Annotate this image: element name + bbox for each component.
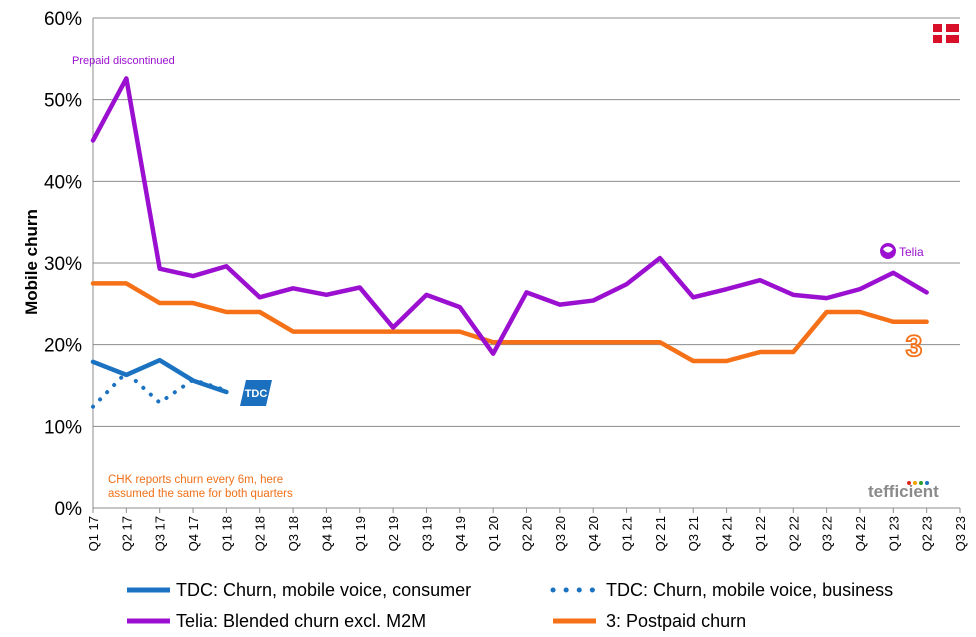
x-tick-label: Q4 18 — [319, 516, 334, 551]
legend-label-three: 3: Postpaid churn — [606, 611, 746, 631]
tefficient-logo: tefficient — [868, 481, 939, 501]
x-tick-label: Q4 21 — [720, 516, 735, 551]
x-tick-label: Q1 23 — [886, 516, 901, 551]
telia-logo: Telia — [880, 243, 924, 259]
x-tick-label: Q2 18 — [253, 516, 268, 551]
gridlines — [92, 17, 960, 509]
legend-label-tdc-consumer: TDC: Churn, mobile voice, consumer — [176, 580, 471, 600]
tdc-logo: TDC — [240, 380, 272, 406]
legend-item-three: 3: Postpaid churn — [553, 611, 746, 631]
y-tick-label: 10% — [44, 417, 82, 438]
legend-item-tdc-business: TDC: Churn, mobile voice, business — [550, 580, 893, 600]
legend-item-tdc-consumer: TDC: Churn, mobile voice, consumer — [127, 580, 471, 600]
x-tick-label: Q4 20 — [586, 516, 601, 551]
danish-flag-icon — [933, 24, 959, 43]
x-tick-label: Q1 22 — [753, 516, 768, 551]
x-tick-label: Q2 22 — [786, 516, 801, 551]
x-tick-label: Q3 22 — [820, 516, 835, 551]
x-tick-label: Q4 19 — [453, 516, 468, 551]
x-tick-label: Q3 23 — [953, 516, 968, 551]
x-tick-label: Q4 22 — [853, 516, 868, 551]
legend-item-telia: Telia: Blended churn excl. M2M — [127, 611, 426, 631]
x-tick-label: Q2 19 — [386, 516, 401, 551]
legend: TDC: Churn, mobile voice, consumer TDC: … — [127, 580, 893, 631]
series-line-1 — [91, 370, 229, 409]
y-tick-label: 20% — [44, 336, 82, 357]
series-line-2 — [90, 76, 929, 356]
x-tick-label: Q4 17 — [186, 516, 201, 551]
legend-label-telia: Telia: Blended churn excl. M2M — [176, 611, 426, 631]
y-tick-label: 40% — [44, 172, 82, 193]
y-tick-label: 60% — [44, 9, 82, 30]
series-line-3 — [90, 281, 929, 364]
y-axis-label: Mobile churn — [22, 209, 41, 315]
x-axis-ticks: Q1 17 Q2 17 Q3 17 Q4 17 Q1 18 Q2 18 Q3 18 Q4 18… — [86, 508, 968, 551]
x-tick-label: Q1 21 — [620, 516, 635, 551]
x-tick-label: Q3 19 — [419, 516, 434, 551]
x-tick-label: Q3 20 — [553, 516, 568, 551]
annotation-chk-line2: assumed the same for both quarters — [108, 488, 293, 500]
x-tick-label: Q1 20 — [486, 516, 501, 551]
series-line-0 — [90, 357, 229, 395]
tefficient-logo-text: tefficient — [868, 482, 939, 501]
x-tick-label: Q3 17 — [153, 516, 168, 551]
x-tick-label: Q1 17 — [86, 516, 101, 551]
y-tick-label: 0% — [55, 499, 83, 520]
x-tick-label: Q3 18 — [286, 516, 301, 551]
legend-label-tdc-business: TDC: Churn, mobile voice, business — [606, 580, 893, 600]
three-logo: 3 — [906, 330, 923, 363]
telia-logo-text: Telia — [899, 245, 924, 259]
x-tick-label: Q1 19 — [353, 516, 368, 551]
x-tick-label: Q2 17 — [119, 516, 134, 551]
x-tick-label: Q2 20 — [520, 516, 535, 551]
x-tick-label: Q2 23 — [920, 516, 935, 551]
annotation-chk-line1: CHK reports churn every 6m, here — [108, 474, 283, 486]
annotation-prepaid: Prepaid discontinued — [72, 55, 175, 67]
tdc-logo-text: TDC — [245, 388, 268, 400]
x-tick-label: Q3 21 — [686, 516, 701, 551]
series-lines — [90, 76, 929, 409]
x-tick-label: Q1 18 — [219, 516, 234, 551]
x-tick-label: Q2 21 — [653, 516, 668, 551]
y-tick-label: 50% — [44, 91, 82, 112]
y-tick-label: 30% — [44, 254, 82, 275]
y-axis-ticks: 0% 10% 20% 30% 40% 50% 60% — [44, 9, 82, 520]
